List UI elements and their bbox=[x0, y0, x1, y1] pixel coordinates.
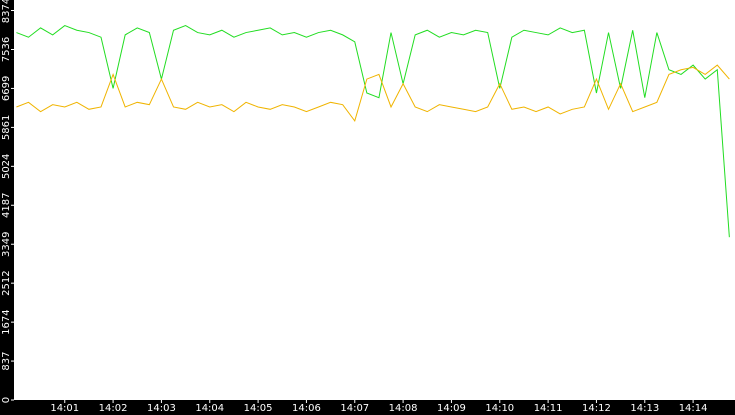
x-tick-label: 14:01 bbox=[50, 403, 79, 414]
x-tick-label: 14:09 bbox=[437, 403, 466, 414]
series-line bbox=[16, 25, 730, 238]
x-tick-label: 14:02 bbox=[99, 403, 128, 414]
y-tick-label: 837 bbox=[1, 352, 12, 371]
y-tick-label: 5024 bbox=[1, 154, 12, 179]
x-tick-label: 14:04 bbox=[195, 403, 224, 414]
y-tick-label: 7536 bbox=[1, 37, 12, 62]
y-tick-label: 2512 bbox=[1, 270, 12, 295]
x-tick-label: 14:05 bbox=[244, 403, 273, 414]
x-tick-label: 14:06 bbox=[292, 403, 321, 414]
y-tick-label: 4187 bbox=[1, 193, 12, 218]
x-tick-label: 14:13 bbox=[630, 403, 659, 414]
y-tick-label: 1674 bbox=[1, 309, 12, 334]
x-tick-label: 14:12 bbox=[582, 403, 611, 414]
y-tick-label: 5861 bbox=[1, 115, 12, 140]
series-line bbox=[16, 64, 730, 123]
x-tick-label: 14:08 bbox=[389, 403, 418, 414]
x-tick-label: 14:07 bbox=[340, 403, 369, 414]
x-tick-label: 14:14 bbox=[679, 403, 708, 414]
y-tick-label: 3349 bbox=[1, 232, 12, 257]
y-tick-label: 8374 bbox=[1, 0, 12, 23]
x-tick-label: 14:10 bbox=[485, 403, 514, 414]
y-tick-label: 6699 bbox=[1, 76, 12, 101]
x-tick-label: 14:11 bbox=[534, 403, 563, 414]
y-tick-label: 0 bbox=[1, 397, 12, 403]
plot-area bbox=[14, 0, 735, 400]
x-tick-label: 14:03 bbox=[147, 403, 176, 414]
